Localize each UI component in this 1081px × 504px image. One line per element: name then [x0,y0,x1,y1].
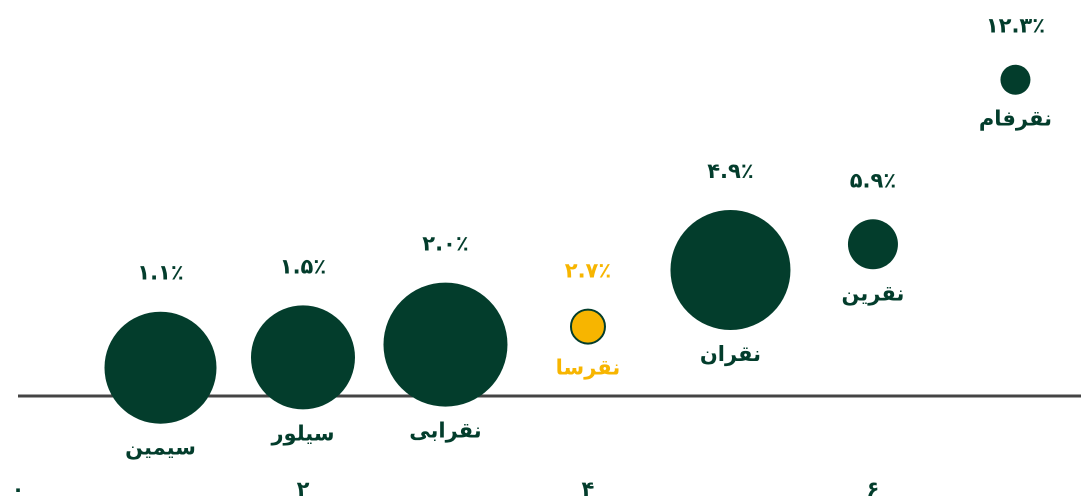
bubble [383,282,508,407]
category-label: نقرابی [409,419,481,443]
x-tick-label: ۶ [867,477,880,501]
value-label: ۲.۰٪ [422,232,468,256]
category-label: نقرفام [979,107,1052,131]
category-label: نقرین [842,281,905,305]
x-tick-label: ۲ [297,477,310,501]
x-tick-label: ۴ [582,477,595,501]
bubble [250,305,355,410]
category-label: نقران [700,342,761,366]
bubble [569,308,606,345]
bubble [670,210,791,330]
value-label: ۱۲.۳٪ [986,14,1045,38]
bubble [1000,64,1031,95]
value-label: ۵.۹٪ [850,168,896,192]
category-label: سیمین [125,436,196,460]
category-label: سیلور [270,421,334,445]
bubble [847,219,898,270]
x-tick-label: ۰ [12,477,25,501]
value-label: ۱.۱٪ [137,261,183,285]
value-label: ۲.۷٪ [565,259,611,283]
bubble [104,311,217,424]
category-label: نقرسا [556,356,621,380]
value-label: ۴.۹٪ [707,159,753,183]
value-label: ۱.۵٪ [280,254,326,278]
